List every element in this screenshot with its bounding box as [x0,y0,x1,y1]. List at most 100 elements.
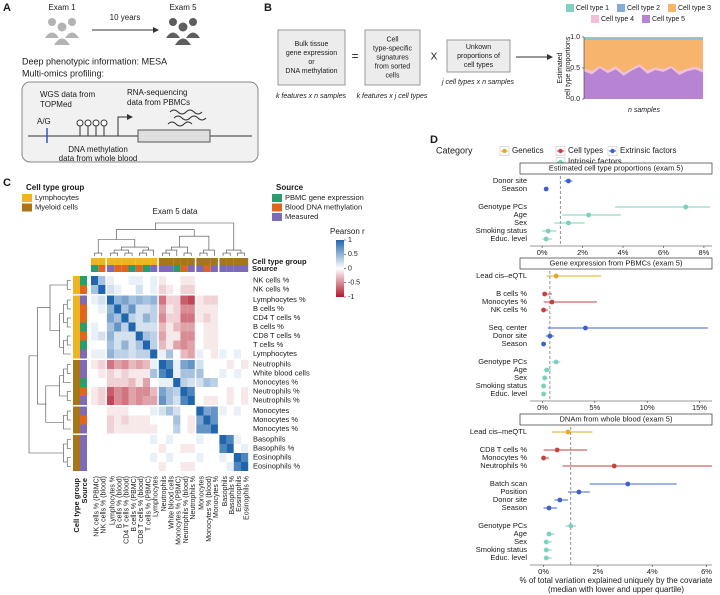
heatmap-cell [173,349,181,359]
heatmap-cell [241,313,249,323]
source-annotation [80,444,87,453]
median-point [544,367,550,373]
heatmap-cell [91,396,99,405]
heatmap-cell [187,285,195,294]
heatmap-cell [233,369,241,378]
source-annotation [80,378,87,387]
covariate-label: Smoking status [476,381,528,390]
source-annotation [187,265,195,272]
covariate-label: Smoking status [476,226,528,235]
group-annotation [73,349,80,359]
legend-swatch [272,194,282,202]
heatmap-cell [91,462,99,471]
column-label: NK cells % (blood) [101,476,108,534]
group-annotation [98,258,106,265]
gene-box [137,129,211,143]
heatmap-cell [180,435,188,444]
legend-label: PBMC gene expression [285,193,364,202]
heatmap-cell [210,285,218,294]
heatmap-cell [166,360,174,369]
heatmap-cell [226,276,234,285]
group-annotation [114,258,122,265]
heatmap-cell [173,369,181,378]
legend-swatch [642,15,650,23]
heatmap-cell [114,387,122,396]
heatmap-cell [187,349,195,359]
group-annotation [73,295,80,305]
heatmap-cell [98,406,106,416]
heatmap-cell [196,340,204,350]
row-label: NK cells % [253,275,290,284]
column-label: T cells % (PBMC) [145,476,152,531]
legend-swatch [22,194,32,202]
group-annotation [128,258,136,265]
row-label: Eosinophils [253,452,292,461]
facet-header [519,257,713,270]
heatmap-cell [142,360,151,369]
heatmap-cell [98,444,106,453]
row-label: Lymphocytes [253,349,297,358]
heatmap-cell [91,331,99,341]
heatmap-cell [114,349,122,359]
dimension-text: k features x n samples [276,93,347,100]
dendrogram-branch [66,280,71,290]
box-text: Unkown [466,44,491,51]
heatmap-cell [142,444,151,453]
heatmap-cell [91,453,99,462]
heatmap-cell [180,349,188,359]
heatmap-cell [241,340,249,350]
colorbar-tick-label: -0.5 [348,280,360,287]
heatmap-cell [106,304,115,314]
heatmap-cell [180,444,188,453]
dendrogram-branch [66,457,71,467]
heatmap-cell [128,349,136,359]
heatmap-cell [173,331,181,341]
annotation-label: Cell type group [72,478,81,533]
source-annotation [106,265,115,272]
heatmap-cell [210,322,218,332]
heatmap-cell [121,340,129,350]
heatmap-cell [91,406,99,416]
legend-swatch [591,15,599,23]
heatmap-cell [135,444,143,453]
heatmap-cell [158,444,166,453]
group-annotation [121,258,129,265]
row-label: Basophils % [253,443,295,452]
heatmap-cell [114,360,122,369]
covariate-label: Neutrophils % [480,461,527,470]
heatmap-cell [226,360,234,369]
source-annotation [233,265,241,272]
heatmap-cell [203,444,211,453]
median-point [541,383,546,389]
heatmap-cell [106,276,115,285]
heatmap-cell [114,340,122,350]
column-label: Neutrophils % (blood) [183,476,190,543]
row-label: Neutrophils [253,359,291,368]
heatmap-cell [233,304,241,314]
heatmap-cell [210,396,218,405]
source-annotation [180,265,188,272]
exam-label: Exam 1 [48,3,76,12]
heatmap-cell [226,313,234,323]
heatmap-cell [91,285,99,294]
heatmap-cell [180,360,188,369]
legend-key-point [502,148,507,154]
dendrogram-branch [155,222,235,251]
heatmap-cell [106,369,115,378]
heatmap-cell [241,444,249,453]
source-annotation [80,396,87,405]
heatmap-cell [98,387,106,396]
heatmap-cell [180,322,188,332]
heatmap-cell [187,360,195,369]
group-annotation [219,258,227,265]
group-annotation [226,258,234,265]
source-annotation [80,453,87,462]
heatmap-cell [233,406,241,416]
dendrogram-branch [28,355,64,454]
heatmap-cell [187,415,195,425]
dendrogram-branch [222,252,231,256]
row-label: White blood cells [253,368,310,377]
operator: = [351,49,358,63]
source-annotation [80,424,87,434]
annotation-label: Source [80,478,89,503]
